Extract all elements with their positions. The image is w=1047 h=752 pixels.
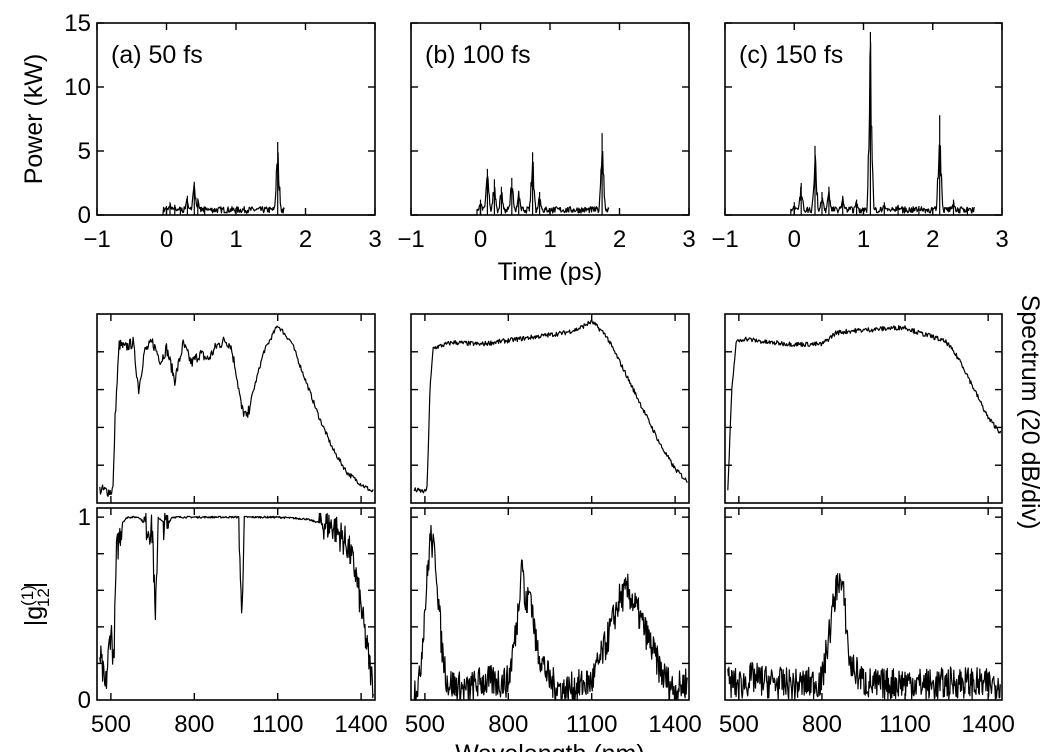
spectrum-panel-frame (96, 313, 376, 504)
time-tick-label: 1 (543, 226, 556, 253)
spectrum-axis-title: Spectrum (20 dB/div) (1016, 295, 1044, 530)
time-tick-label: 3 (368, 226, 381, 253)
time-tick-label: 1 (857, 226, 870, 253)
wavelength-tick-label: 1100 (252, 711, 304, 738)
wavelength-axis-title: Wavelength (nm) (455, 740, 644, 752)
coherence-tick-label: 1 (78, 504, 91, 531)
time-tick-label: 0 (474, 226, 487, 253)
time-tick-label: −1 (83, 226, 110, 253)
wavelength-tick-label: 1400 (334, 711, 387, 738)
power-tick-label: 0 (78, 202, 91, 229)
time-tick-label: 3 (995, 226, 1008, 253)
wavelength-tick-label: 1400 (648, 711, 701, 738)
time-tick-label: −1 (711, 226, 738, 253)
wavelength-tick-label: 800 (174, 711, 214, 738)
time-tick-label: −1 (397, 226, 424, 253)
panel-label: (c) 150 fs (739, 41, 843, 69)
coherence-axis-title: |g(1)12| (18, 582, 53, 627)
power-tick-label: 10 (64, 74, 91, 101)
power-trace (97, 142, 375, 216)
spectrum-trace (727, 325, 1002, 491)
coherence-tick-label: 0 (78, 687, 91, 714)
wavelength-tick-label: 1400 (961, 711, 1014, 738)
wavelength-tick-label: 500 (91, 711, 131, 738)
wavelength-tick-label: 500 (405, 711, 445, 738)
coherence-trace (99, 512, 374, 699)
spectrum-trace (99, 325, 374, 497)
spectrum-panel-frame (724, 313, 1003, 504)
coherence-trace (727, 573, 1001, 701)
time-tick-label: 2 (299, 226, 312, 253)
power-tick-label: 15 (64, 10, 91, 37)
spectrum-panel-frame (410, 313, 690, 504)
power-trace (725, 32, 1002, 216)
power-trace (411, 133, 689, 216)
power-tick-label: 5 (78, 138, 91, 165)
time-tick-label: 0 (160, 226, 173, 253)
spectrum-trace (413, 319, 688, 494)
coherence-panel-frame (724, 507, 1003, 701)
time-tick-label: 2 (926, 226, 939, 253)
time-tick-label: 1 (229, 226, 242, 253)
wavelength-tick-label: 1100 (566, 711, 618, 738)
coherence-panel-frame (410, 507, 690, 701)
power-axis-title: Power (kW) (20, 54, 48, 185)
panel-label: (b) 100 fs (425, 41, 531, 69)
wavelength-tick-label: 500 (719, 711, 759, 738)
panel-label: (a) 50 fs (111, 41, 203, 69)
wavelength-tick-label: 1100 (879, 711, 931, 738)
time-tick-label: 2 (613, 226, 626, 253)
time-axis-title: Time (ps) (498, 258, 603, 286)
coherence-trace (413, 524, 688, 701)
coherence-panel-frame (96, 507, 376, 701)
time-tick-label: 0 (788, 226, 801, 253)
time-tick-label: 3 (682, 226, 695, 253)
wavelength-tick-label: 800 (488, 711, 528, 738)
wavelength-tick-label: 800 (802, 711, 842, 738)
